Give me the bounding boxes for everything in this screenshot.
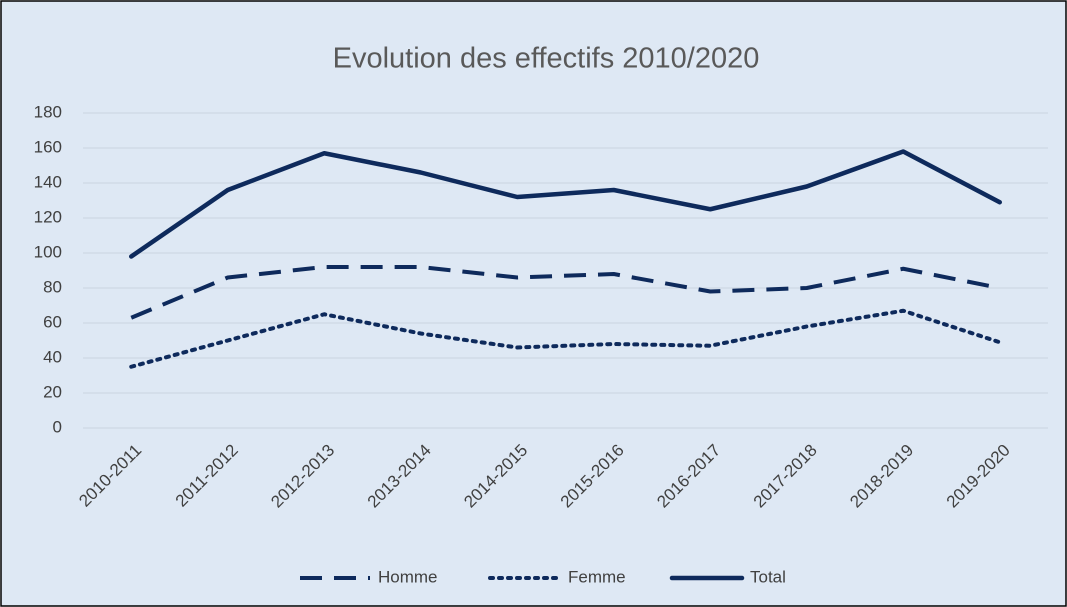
y-tick-label: 20: [43, 382, 62, 401]
y-tick-label: 100: [34, 242, 62, 261]
y-tick-label: 140: [34, 172, 62, 191]
legend-label: Total: [750, 567, 786, 586]
legend-label: Femme: [568, 567, 626, 586]
y-tick-label: 160: [34, 137, 62, 156]
y-tick-label: 120: [34, 207, 62, 226]
y-tick-label: 0: [53, 417, 62, 436]
y-tick-label: 80: [43, 277, 62, 296]
series-line: [129, 149, 1002, 259]
legend-label: Homme: [378, 567, 438, 586]
series-line: [130, 265, 1001, 320]
y-tick-label: 180: [34, 102, 62, 121]
y-tick-label: 40: [43, 347, 62, 366]
series-line: [129, 308, 1002, 369]
y-tick-label: 60: [43, 312, 62, 331]
chart-title: Evolution des effectifs 2010/2020: [333, 43, 760, 75]
